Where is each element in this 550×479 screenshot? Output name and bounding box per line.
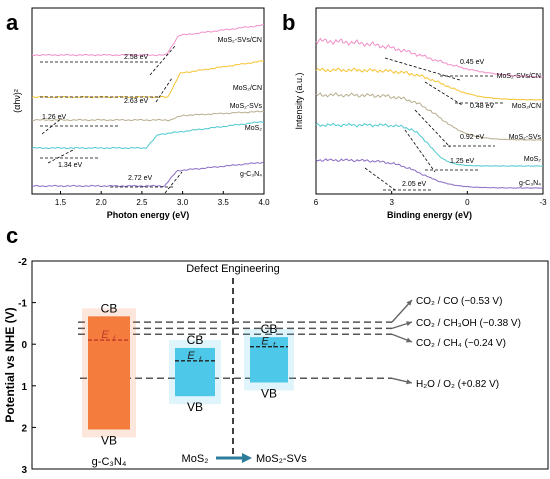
series-label-a-4: g-C₃N₄ bbox=[240, 171, 262, 178]
reaction-arrowhead-1 bbox=[406, 321, 412, 327]
bandgap-value-a-4: 2.72 eV bbox=[128, 175, 152, 182]
x-tick-label-a: 2.5 bbox=[136, 198, 148, 207]
bandgap-value-a-0: 2.58 eV bbox=[124, 54, 148, 61]
panel-label-b: b bbox=[282, 10, 295, 35]
material-label-mos2-svs: MoS₂-SVs bbox=[256, 453, 307, 465]
series-label-a-0: MoS₂-SVs/CN bbox=[218, 37, 262, 44]
reaction-label-1: CO₂ / CH₃OH (−0.38 V) bbox=[416, 318, 521, 329]
series-label-b-1: MoS₂/CN bbox=[512, 103, 541, 110]
panel-b: 6 3 0 -3 Binding energy (eV) Intensity (a.u.)… bbox=[294, 7, 547, 220]
vb-label-0: VB bbox=[101, 433, 117, 447]
curve-a-4 bbox=[31, 161, 265, 188]
slope-fit-b-1 bbox=[424, 81, 463, 106]
material-label-mos2: MoS₂ bbox=[182, 453, 209, 465]
cb-label-2: CB bbox=[261, 322, 278, 336]
x-tick-label-b: 3 bbox=[389, 198, 394, 207]
y-axis-label-a: (αhν)² bbox=[12, 89, 22, 113]
x-tick-label-b: -3 bbox=[539, 198, 547, 207]
vb-edge-value-b-3: 1.25 eV bbox=[450, 158, 474, 165]
y-axis-label-b: Intensity (a.u.) bbox=[294, 72, 304, 129]
x-tick-label-a: 1.5 bbox=[55, 198, 67, 207]
y-tick-label-c: 0 bbox=[21, 340, 27, 351]
band-block-1 bbox=[175, 347, 215, 397]
curve-a-0 bbox=[31, 23, 265, 57]
x-tick-label-a: 3.0 bbox=[177, 198, 189, 207]
series-label-a-2: MoS₂-SVs bbox=[230, 103, 263, 110]
series-label-b-3: MoS₂ bbox=[524, 156, 541, 163]
x-axis-label-a: Photon energy (eV) bbox=[107, 210, 190, 220]
reaction-label-2: CO₂ / CH₄ (−0.24 V) bbox=[416, 338, 506, 349]
y-tick-label-c: -2 bbox=[18, 257, 27, 268]
curve-b-1 bbox=[315, 67, 544, 101]
reaction-label-3: H₂O / O₂ (+0.82 V) bbox=[416, 379, 499, 390]
panel-c: -2 -1 0 1 2 3 Potential vs NHE (V) Defect Engin… bbox=[3, 257, 549, 476]
vb-edge-value-b-1: 0.48 eV bbox=[470, 103, 494, 110]
slope-fit-a-4 bbox=[164, 171, 183, 194]
reaction-arrowhead-0 bbox=[406, 300, 412, 306]
fermi-label-2: E bbox=[261, 336, 269, 348]
x-tick-label-a: 4.0 bbox=[258, 198, 270, 207]
vb-label-1: VB bbox=[187, 400, 203, 414]
bandgap-value-a-3: 1.34 eV bbox=[58, 162, 82, 169]
slope-fit-b-2 bbox=[414, 109, 451, 148]
y-tick-label-c: 3 bbox=[21, 465, 27, 476]
curve-a-1 bbox=[31, 60, 264, 99]
slope-fit-b-3 bbox=[404, 129, 436, 173]
slope-fit-a-0 bbox=[149, 45, 176, 76]
y-tick-label-c: -1 bbox=[18, 299, 27, 310]
x-tick-label-a: 2.0 bbox=[96, 198, 108, 207]
series-label-b-2: MoS₂-SVs bbox=[509, 134, 542, 141]
curve-b-3 bbox=[315, 122, 543, 167]
fermi-subscript-1: f bbox=[199, 357, 202, 364]
band-block-0 bbox=[88, 316, 130, 430]
curve-a-3 bbox=[31, 121, 265, 150]
bandgap-value-a-1: 2.63 eV bbox=[124, 98, 148, 105]
panel-c-title: Defect Engineering bbox=[186, 263, 280, 275]
bandgap-value-a-2: 1.26 eV bbox=[42, 114, 66, 121]
reaction-arrowhead-2 bbox=[406, 337, 412, 343]
fermi-label-1: E bbox=[187, 350, 195, 362]
x-tick-label-b: 6 bbox=[314, 198, 319, 207]
slope-fit-a-3 bbox=[47, 148, 76, 164]
curve-b-4 bbox=[315, 158, 544, 189]
panel-label-c: c bbox=[6, 223, 18, 248]
plot-frame-c bbox=[31, 260, 549, 470]
reaction-arrowhead-3 bbox=[406, 379, 412, 385]
curve-b-0 bbox=[315, 37, 543, 78]
vb-label-2: VB bbox=[261, 386, 277, 400]
cb-label-1: CB bbox=[187, 333, 204, 347]
vb-edge-value-b-4: 2.05 eV bbox=[402, 181, 426, 188]
fermi-label-0: E bbox=[101, 329, 109, 341]
vb-edge-value-b-0: 0.45 eV bbox=[460, 59, 484, 66]
series-label-b-4: g-C₃N₄ bbox=[519, 180, 541, 187]
panel-a: 1.5 2.0 2.5 3.0 3.5 4.0 Photon energy (eV) (αhν… bbox=[12, 7, 270, 220]
band-block-2 bbox=[250, 337, 288, 383]
series-label-a-1: MoS₂/CN bbox=[233, 85, 262, 92]
slope-fit-b-4 bbox=[364, 167, 396, 191]
fermi-subscript-2: f bbox=[273, 343, 276, 350]
slope-fit-a-1 bbox=[155, 77, 173, 103]
x-tick-label-b: 0 bbox=[465, 198, 470, 207]
y-tick-label-c: 1 bbox=[21, 382, 27, 393]
cb-label-0: CB bbox=[101, 301, 118, 315]
slope-fit-a-2 bbox=[41, 117, 63, 135]
panel-label-a: a bbox=[6, 10, 19, 35]
curve-b-2 bbox=[315, 92, 544, 141]
y-axis-label-c: Potential vs NHE (V) bbox=[3, 307, 17, 422]
x-tick-label-a: 3.5 bbox=[218, 198, 230, 207]
x-axis-label-b: Binding energy (eV) bbox=[387, 210, 472, 220]
reaction-label-0: CO₂ / CO (−0.53 V) bbox=[416, 296, 502, 307]
vb-edge-value-b-2: 0.92 eV bbox=[460, 134, 484, 141]
plot-frame-b bbox=[315, 7, 544, 195]
series-label-a-3: MoS₂ bbox=[245, 125, 262, 132]
slope-fit-b-0 bbox=[384, 57, 461, 81]
plot-frame-a bbox=[31, 7, 265, 195]
curve-a-2 bbox=[31, 110, 264, 122]
fermi-subscript-0: f bbox=[113, 336, 116, 343]
y-tick-label-c: 2 bbox=[21, 423, 27, 434]
transform-arrow-head bbox=[242, 453, 252, 463]
series-label-b-0: MoS₂-SVs/CN bbox=[497, 73, 541, 80]
material-label-gcn: g-C₃N₄ bbox=[92, 456, 127, 468]
